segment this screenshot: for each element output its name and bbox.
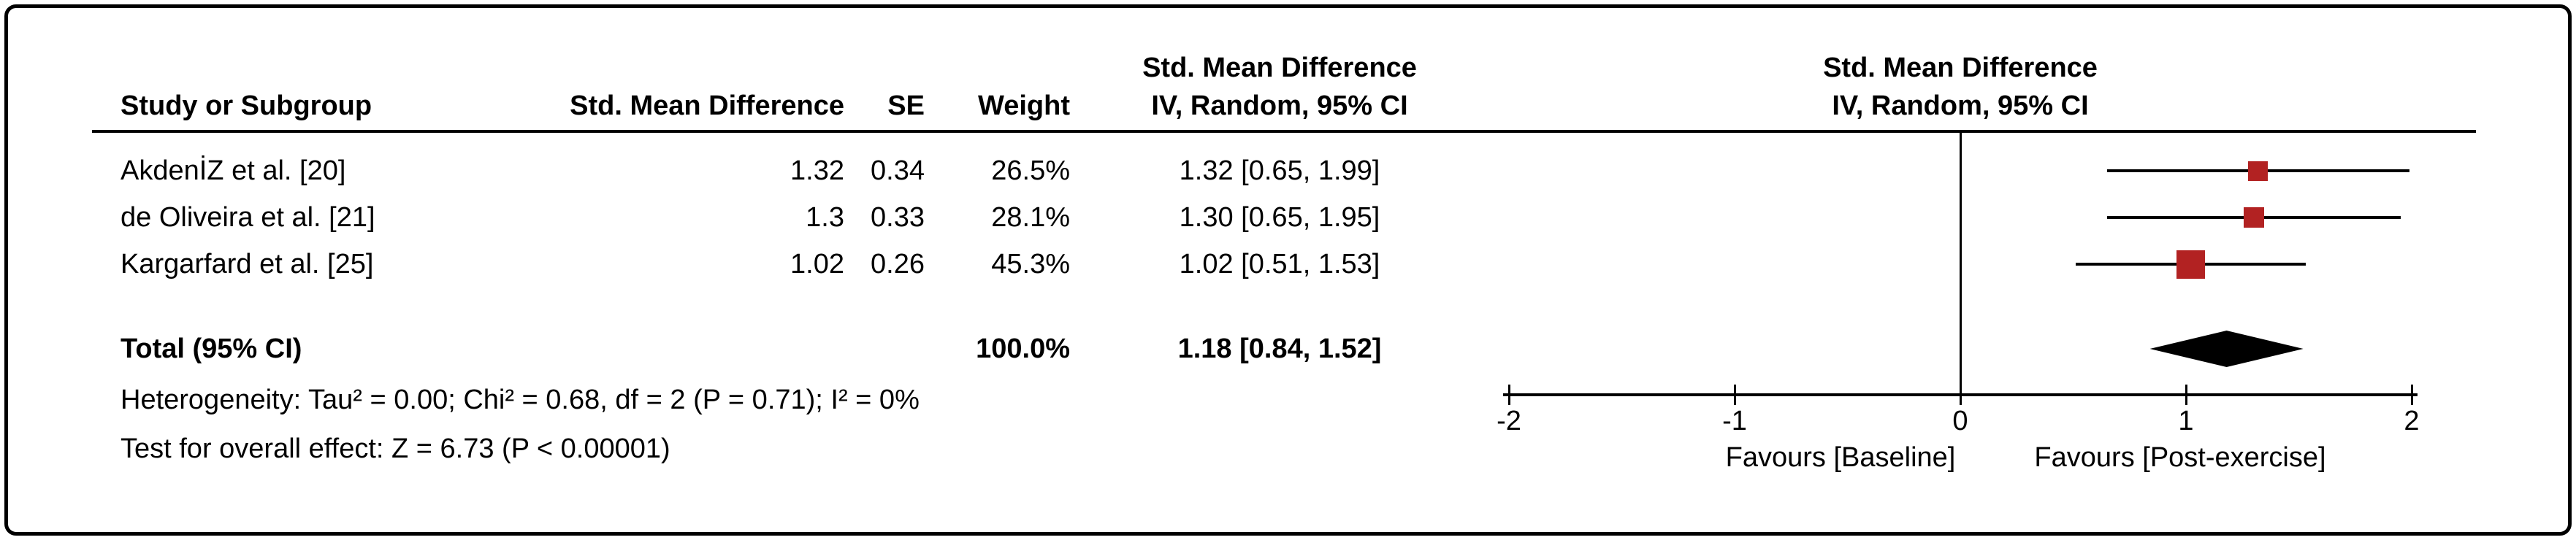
study-ci-text: 1.30 [0.65, 1.95]	[1179, 202, 1380, 233]
study-ci-text: 1.02 [0.51, 1.53]	[1179, 249, 1380, 279]
study-se: 0.33	[871, 202, 925, 233]
zero-line	[1959, 133, 1962, 395]
x-left-label: Favours [Baseline]	[1725, 442, 1956, 473]
tick-label: 0	[1952, 406, 1968, 436]
study-se: 0.26	[871, 249, 925, 279]
col-header-weight: Weight	[978, 90, 1070, 121]
axis-tick	[1959, 385, 1962, 405]
x-right-label: Favours [Post-exercise]	[2034, 442, 2326, 473]
study-name: Kargarfard et al. [25]	[121, 249, 374, 279]
plot-header-line2: IV, Random, 95% CI	[1832, 90, 2089, 121]
effect-marker	[2248, 161, 2269, 181]
col-header-ci-line1: Std. Mean Difference	[1142, 53, 1417, 83]
study-smd: 1.3	[806, 202, 844, 233]
overall-effect-text: Test for overall effect: Z = 6.73 (P < 0…	[121, 433, 670, 464]
effect-marker	[2176, 250, 2205, 279]
plot-header-line1: Std. Mean Difference	[1823, 53, 2098, 83]
col-header-se: SE	[887, 90, 925, 121]
study-weight: 26.5%	[991, 155, 1070, 186]
study-weight: 28.1%	[991, 202, 1070, 233]
axis-tick	[2185, 385, 2187, 405]
total-ci-text: 1.18 [0.84, 1.52]	[1177, 333, 1382, 364]
header-rule	[92, 130, 2476, 133]
tick-label: 2	[2404, 406, 2420, 436]
study-ci-text: 1.32 [0.65, 1.99]	[1179, 155, 1380, 186]
study-name: AkdenİZ et al. [20]	[121, 155, 346, 186]
study-smd: 1.02	[790, 249, 844, 279]
axis-tick	[1733, 385, 1736, 405]
col-header-smd: Std. Mean Difference	[570, 90, 844, 121]
axis-tick	[1507, 385, 1510, 405]
axis-tick	[2410, 385, 2413, 405]
effect-marker	[2243, 207, 2264, 228]
total-label: Total (95% CI)	[121, 333, 302, 364]
tick-label: -2	[1497, 406, 1521, 436]
heterogeneity-text: Heterogeneity: Tau² = 0.00; Chi² = 0.68,…	[121, 385, 920, 415]
total-weight: 100.0%	[976, 333, 1070, 364]
study-se: 0.34	[871, 155, 925, 186]
total-diamond	[2149, 331, 2304, 367]
tick-label: -1	[1722, 406, 1747, 436]
tick-label: 1	[2178, 406, 2194, 436]
col-header-study: Study or Subgroup	[121, 90, 372, 121]
col-header-ci-line2: IV, Random, 95% CI	[1151, 90, 1408, 121]
study-smd: 1.32	[790, 155, 844, 186]
study-weight: 45.3%	[991, 249, 1070, 279]
study-name: de Oliveira et al. [21]	[121, 202, 375, 233]
